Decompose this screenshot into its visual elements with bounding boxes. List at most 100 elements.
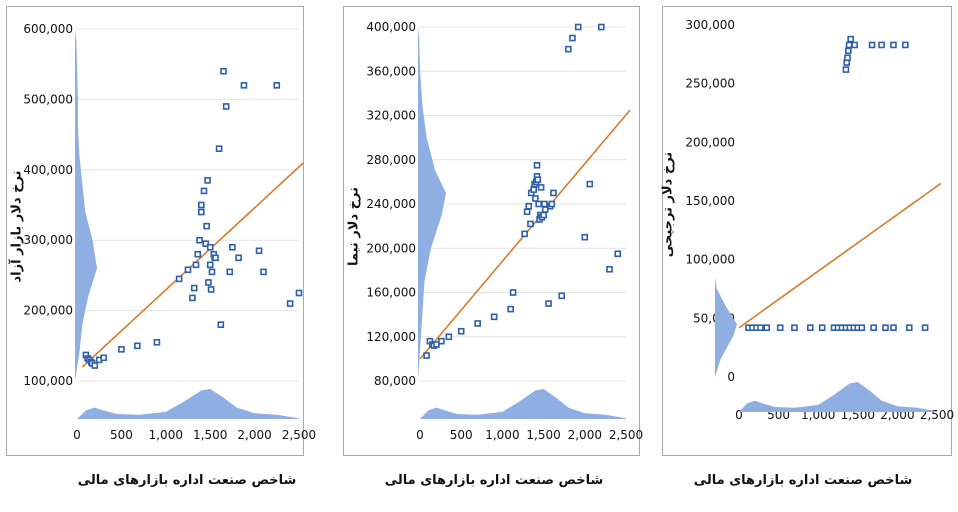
- data-point: [844, 54, 851, 62]
- y-axis-label: نرخ دلار ترجیحی: [660, 151, 676, 258]
- data-point: [118, 346, 125, 353]
- data-point: [474, 320, 481, 327]
- data-point: [791, 324, 798, 332]
- x-tick-label: 500: [110, 428, 133, 442]
- y-tick-label: 360,000: [366, 64, 416, 78]
- x-tick-label: 2,000: [237, 428, 271, 442]
- data-point: [295, 289, 303, 297]
- data-point: [194, 250, 202, 258]
- data-point: [198, 201, 205, 209]
- x-density-curve: [420, 389, 626, 419]
- data-point: [535, 200, 542, 208]
- x-tick-label: 1,000: [485, 428, 519, 442]
- data-point: [490, 313, 498, 321]
- data-point: [445, 333, 453, 341]
- data-point: [882, 324, 889, 332]
- data-point: [91, 362, 99, 369]
- y-tick-label: 280,000: [366, 153, 416, 167]
- y-tick-label: 200,000: [366, 241, 416, 255]
- data-point: [217, 321, 225, 328]
- y-density-curve: [715, 277, 737, 377]
- data-point: [763, 324, 771, 332]
- data-point: [433, 341, 440, 348]
- data-point: [532, 195, 539, 202]
- data-point: [540, 211, 547, 219]
- data-point: [184, 266, 192, 274]
- x-tick-label: 2,500: [609, 428, 643, 442]
- data-point: [851, 41, 858, 49]
- chart-svg: 050,000100,000150,000200,000250,000300,0…: [685, 18, 954, 422]
- data-point: [818, 324, 826, 332]
- data-point: [226, 268, 234, 276]
- y-density-curve: [418, 27, 446, 381]
- data-point: [212, 254, 219, 262]
- data-point: [523, 208, 531, 216]
- data-point: [606, 265, 613, 273]
- x-tick-label: 2,000: [568, 428, 602, 442]
- data-point: [286, 300, 294, 307]
- data-point: [215, 145, 223, 152]
- data-point: [205, 279, 212, 286]
- y-axis-label: نرخ دلار بازار آزاد: [9, 170, 25, 283]
- chart-panel-preferential: 0 50,000 100,000 150,000 200,000 250,000 300,0…: [660, 6, 954, 488]
- data-point: [614, 250, 622, 258]
- data-point: [527, 220, 534, 228]
- data-point: [222, 103, 230, 110]
- data-point: [260, 268, 267, 276]
- x-tick-label: 2,500: [282, 428, 316, 442]
- data-point: [868, 41, 876, 49]
- data-point: [847, 35, 854, 43]
- data-point: [757, 324, 764, 332]
- y-tick-label: 100,000: [23, 374, 73, 388]
- x-tick-label: 1,500: [526, 428, 560, 442]
- x-tick-label: 1,500: [193, 428, 227, 442]
- data-point: [255, 247, 263, 255]
- data-point: [202, 240, 210, 248]
- data-point: [541, 206, 549, 213]
- data-point: [806, 324, 814, 332]
- y-tick-label: 600,000: [23, 22, 73, 36]
- y-tick-label: 300,000: [685, 18, 735, 32]
- data-point: [208, 268, 216, 276]
- y-tick-label: 100,000: [685, 253, 735, 267]
- x-tick-label: 0: [735, 408, 743, 422]
- data-point: [134, 342, 141, 350]
- y-tick-label: 300,000: [23, 233, 73, 247]
- y-tick-label: 400,000: [23, 163, 73, 177]
- data-point: [203, 222, 210, 230]
- data-point: [175, 275, 183, 283]
- y-tick-label: 80,000: [374, 374, 416, 388]
- data-point: [878, 41, 885, 49]
- data-point: [558, 292, 566, 300]
- data-point: [190, 284, 198, 292]
- data-point: [240, 82, 248, 89]
- x-density-curve: [77, 389, 299, 419]
- data-point: [902, 41, 909, 49]
- data-point: [565, 45, 572, 53]
- data-point: [189, 294, 196, 302]
- data-point: [581, 233, 589, 241]
- data-point: [533, 161, 541, 169]
- chart-svg: 100,000 200,000 300,000 400,000 500,000 600,0…: [23, 22, 316, 442]
- y-tick-label: 320,000: [366, 109, 416, 123]
- y-tick-label: 500,000: [23, 92, 73, 106]
- data-point: [457, 327, 465, 335]
- x-tick-label: 0: [416, 428, 424, 442]
- chart-panel-free-market: 100,000 200,000 300,000 400,000 500,000 600,0…: [6, 6, 316, 488]
- data-point: [921, 324, 929, 332]
- data-point: [198, 208, 205, 216]
- data-point: [541, 200, 548, 208]
- data-point: [870, 324, 877, 332]
- x-tick-label: 500: [450, 428, 473, 442]
- data-point: [521, 230, 528, 238]
- data-point: [534, 176, 542, 183]
- data-point: [550, 189, 557, 197]
- y-tick-label: 120,000: [366, 330, 416, 344]
- y-axis-label: نرخ دلار نیما: [346, 187, 362, 267]
- y-tick-label: 0: [727, 370, 735, 384]
- data-point: [207, 286, 215, 293]
- data-point: [206, 261, 214, 269]
- data-point: [192, 261, 200, 269]
- data-point: [100, 354, 107, 362]
- data-point: [525, 202, 533, 210]
